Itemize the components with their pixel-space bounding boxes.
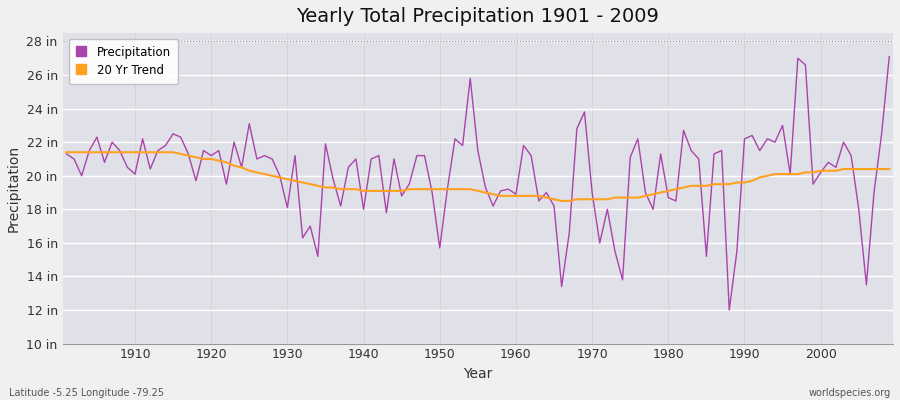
X-axis label: Year: Year [464,367,492,381]
Legend: Precipitation, 20 Yr Trend: Precipitation, 20 Yr Trend [68,39,178,84]
Text: worldspecies.org: worldspecies.org [809,388,891,398]
Text: Latitude -5.25 Longitude -79.25: Latitude -5.25 Longitude -79.25 [9,388,164,398]
Y-axis label: Precipitation: Precipitation [7,145,21,232]
Title: Yearly Total Precipitation 1901 - 2009: Yearly Total Precipitation 1901 - 2009 [296,7,660,26]
